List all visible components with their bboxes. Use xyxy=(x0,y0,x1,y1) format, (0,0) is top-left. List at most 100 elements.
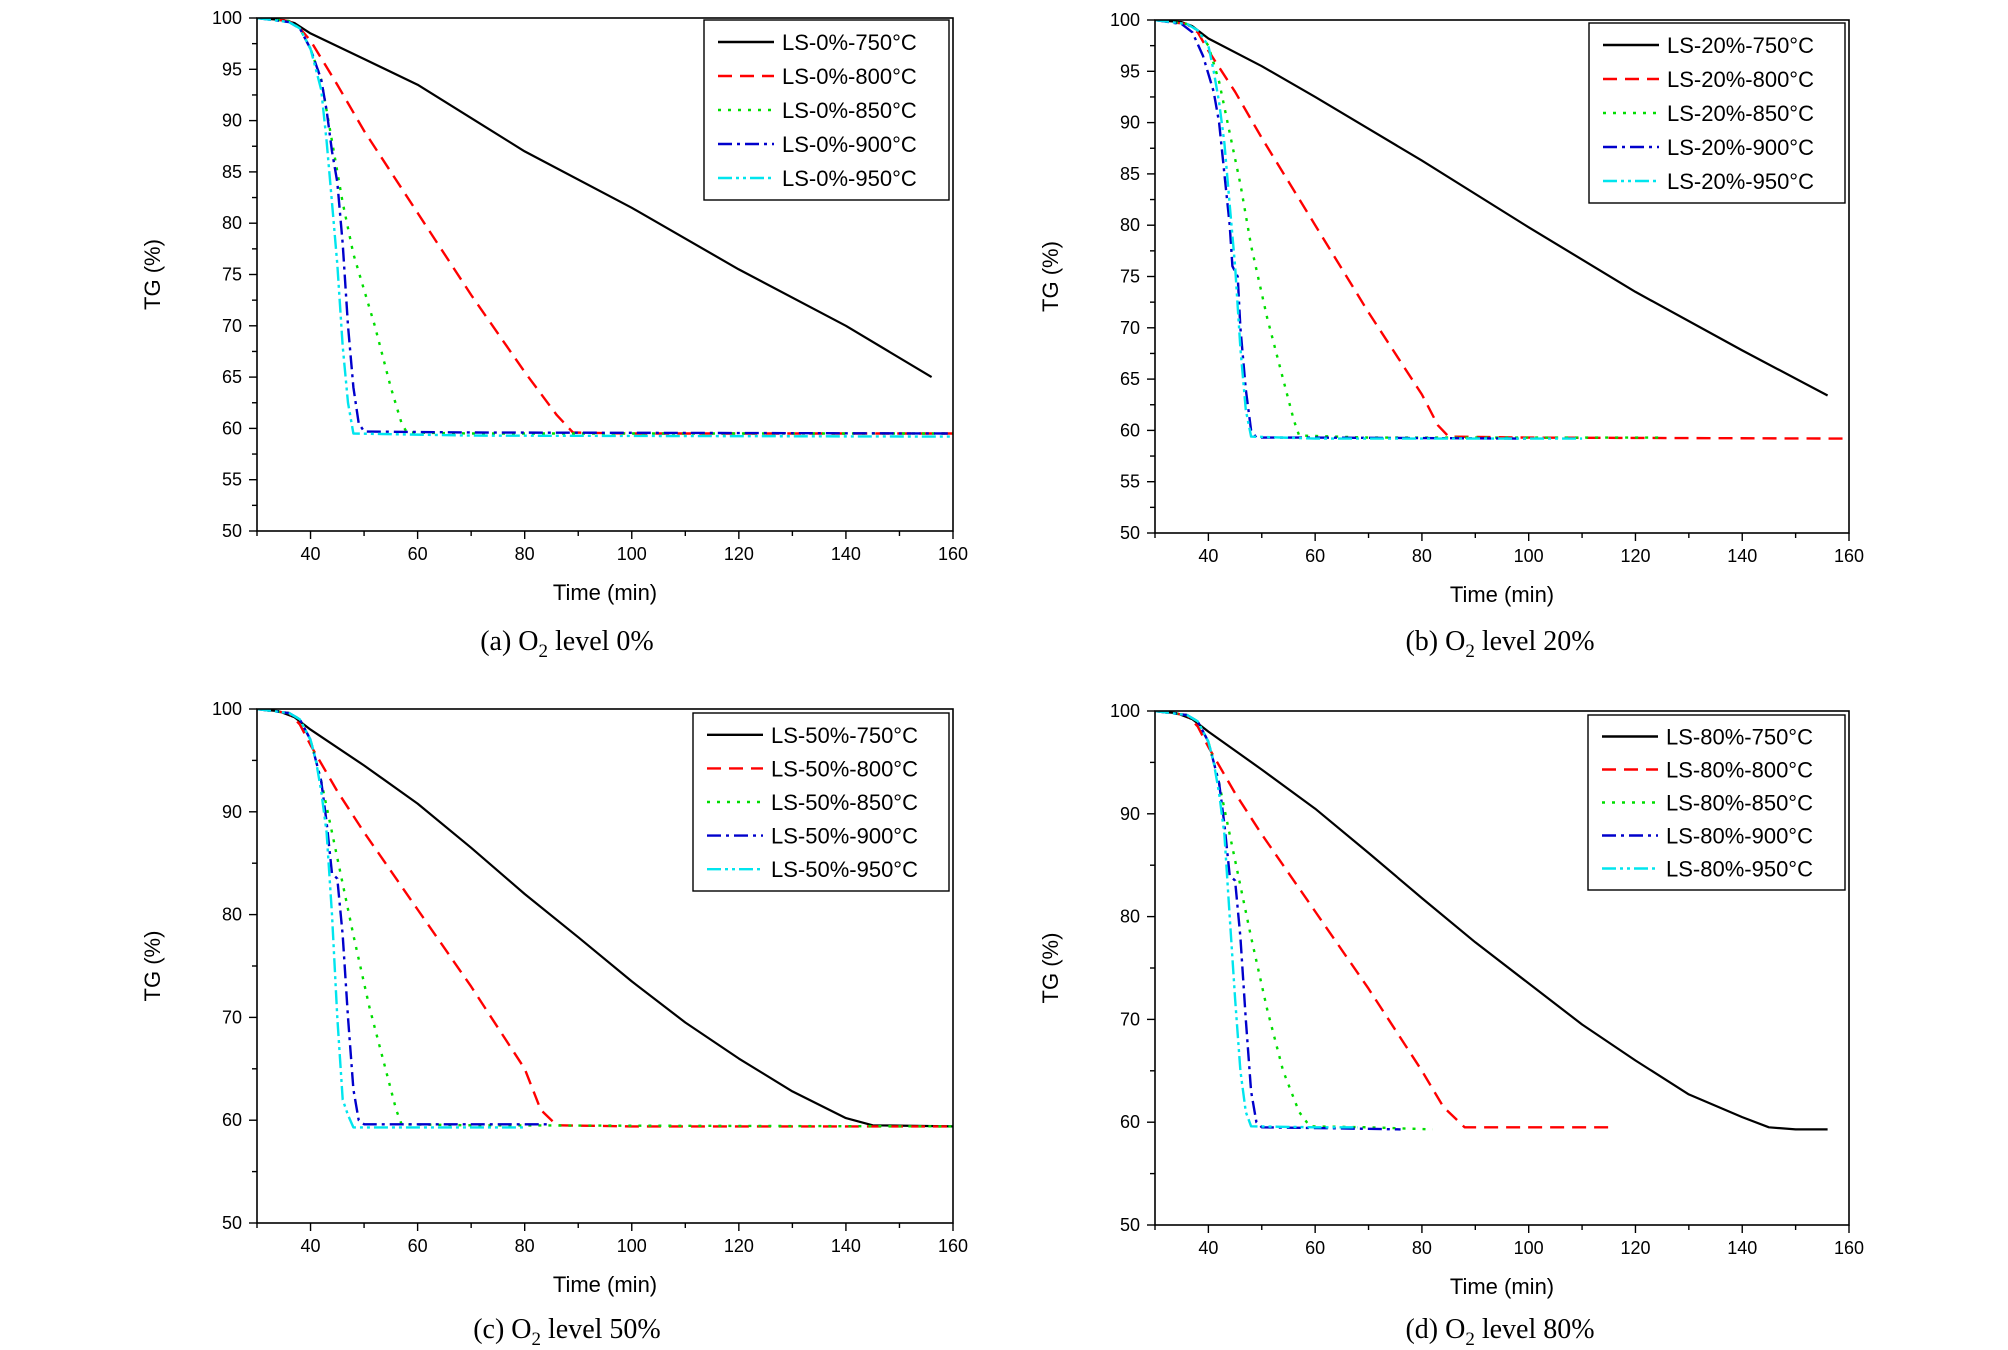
y-tick-label: 100 xyxy=(212,8,242,28)
x-axis-title: Time (min) xyxy=(553,1272,657,1297)
x-tick-label: 60 xyxy=(408,1236,428,1256)
y-tick-label: 100 xyxy=(1110,701,1140,721)
y-tick-label: 60 xyxy=(1120,420,1140,440)
y-axis-title: TG (%) xyxy=(1038,241,1063,312)
legend: LS-80%-750°C LS-80%-800°C LS-80%-850°C LS-8… xyxy=(1587,714,1846,891)
y-tick-label: 50 xyxy=(222,521,242,541)
chart-caption: (b) O2 level 20% xyxy=(1405,626,1594,662)
y-axis: 50 55 60 65 70 75 80 85 90 95 100 TG (%) xyxy=(140,8,257,541)
chart-panel-3: 40 60 80 100 120 140 160 Time (min) 50 60 70 80 90 10… xyxy=(140,699,968,1350)
x-tick-label: 40 xyxy=(1198,546,1218,566)
legend-label: LS-0%-900°C xyxy=(782,132,917,157)
y-tick-label: 85 xyxy=(1120,164,1140,184)
series-line-5 xyxy=(257,18,953,438)
y-axis-title: TG (%) xyxy=(1038,933,1063,1004)
x-tick-label: 80 xyxy=(515,1236,535,1256)
chart-panel-2: 40 60 80 100 120 140 160 Time (min) 50 55 60 65 70 75… xyxy=(1038,10,1864,662)
x-tick-label: 160 xyxy=(1834,546,1864,566)
y-tick-label: 80 xyxy=(222,213,242,233)
x-tick-label: 60 xyxy=(1305,546,1325,566)
plot-area xyxy=(257,18,953,438)
y-tick-label: 65 xyxy=(1120,369,1140,389)
y-tick-label: 80 xyxy=(1120,907,1140,927)
x-axis-title: Time (min) xyxy=(1450,1274,1554,1299)
chart-panel-1: 40 60 80 100 120 140 160 Time (min) 50 55 60 65 70 75… xyxy=(140,8,968,662)
chart-caption: (a) O2 level 0% xyxy=(480,626,654,662)
plot-area xyxy=(1155,711,1828,1131)
x-tick-label: 120 xyxy=(724,1236,754,1256)
y-axis: 50 55 60 65 70 75 80 85 90 95 100 TG (%) xyxy=(1038,10,1155,543)
legend-label: LS-50%-950°C xyxy=(771,857,918,882)
x-tick-label: 140 xyxy=(1727,1238,1757,1258)
y-tick-label: 50 xyxy=(222,1213,242,1233)
y-axis: 50 60 70 80 90 100 TG (%) xyxy=(140,699,257,1233)
x-tick-label: 120 xyxy=(724,544,754,564)
y-tick-label: 95 xyxy=(1120,61,1140,81)
x-tick-label: 140 xyxy=(831,1236,861,1256)
legend-label: LS-50%-850°C xyxy=(771,790,918,815)
caption-subscript: 2 xyxy=(532,1329,542,1350)
series-line-2 xyxy=(257,709,953,1128)
series-line-3 xyxy=(1155,20,1663,439)
y-tick-label: 100 xyxy=(212,699,242,719)
y-tick-label: 60 xyxy=(222,1110,242,1130)
x-tick-label: 140 xyxy=(1727,546,1757,566)
legend-box xyxy=(692,712,950,892)
plot-area xyxy=(257,709,953,1129)
y-axis-title: TG (%) xyxy=(140,239,165,310)
x-tick-label: 160 xyxy=(1834,1238,1864,1258)
y-axis-title: TG (%) xyxy=(140,931,165,1002)
y-tick-label: 70 xyxy=(1120,318,1140,338)
x-tick-label: 140 xyxy=(831,544,861,564)
chart-panel-4: 40 60 80 100 120 140 160 Time (min) 50 60 70 80 90 10… xyxy=(1038,701,1864,1350)
series-line-3 xyxy=(1155,711,1433,1131)
x-tick-label: 40 xyxy=(301,544,321,564)
y-tick-label: 75 xyxy=(1120,267,1140,287)
legend-label: LS-20%-850°C xyxy=(1667,101,1814,126)
x-tick-label: 100 xyxy=(617,1236,647,1256)
legend: LS-20%-750°C LS-20%-800°C LS-20%-850°C LS-2… xyxy=(1588,22,1846,204)
legend-label: LS-80%-950°C xyxy=(1666,857,1813,882)
series-line-5 xyxy=(257,709,525,1129)
chart-caption: (d) O2 level 80% xyxy=(1405,1314,1594,1350)
y-tick-label: 60 xyxy=(222,418,242,438)
y-tick-label: 80 xyxy=(222,905,242,925)
legend-label: LS-0%-950°C xyxy=(782,166,917,191)
series-line-1 xyxy=(1155,711,1828,1131)
y-tick-label: 70 xyxy=(1120,1009,1140,1029)
series-line-3 xyxy=(257,18,953,435)
x-axis: 40 60 80 100 120 140 160 Time (min) xyxy=(1154,533,1864,607)
x-tick-label: 100 xyxy=(617,544,647,564)
caption-subscript: 2 xyxy=(1465,1329,1475,1350)
x-axis: 40 60 80 100 120 140 160 Time (min) xyxy=(1154,1225,1864,1299)
y-tick-label: 70 xyxy=(222,1007,242,1027)
caption-prefix: (a) O xyxy=(480,626,538,657)
y-tick-label: 55 xyxy=(1120,472,1140,492)
x-tick-label: 100 xyxy=(1514,1238,1544,1258)
legend-label: LS-20%-750°C xyxy=(1667,33,1814,58)
legend-label: LS-80%-900°C xyxy=(1666,824,1813,849)
x-tick-label: 40 xyxy=(1198,1238,1218,1258)
y-tick-label: 70 xyxy=(222,316,242,336)
legend-box xyxy=(1588,22,1846,204)
caption-suffix: level 20% xyxy=(1475,626,1595,657)
x-tick-label: 80 xyxy=(1412,546,1432,566)
legend-label: LS-0%-850°C xyxy=(782,98,917,123)
chart-caption: (c) O2 level 50% xyxy=(473,1314,661,1350)
legend-label: LS-0%-800°C xyxy=(782,64,917,89)
x-tick-label: 60 xyxy=(408,544,428,564)
x-axis-title: Time (min) xyxy=(1450,582,1554,607)
legend-label: LS-50%-750°C xyxy=(771,723,918,748)
y-tick-label: 60 xyxy=(1120,1112,1140,1132)
caption-prefix: (b) O xyxy=(1405,626,1465,657)
y-tick-label: 90 xyxy=(222,802,242,822)
legend-label: LS-20%-950°C xyxy=(1667,169,1814,194)
series-line-5 xyxy=(1155,20,1583,440)
x-tick-label: 120 xyxy=(1620,1238,1650,1258)
series-line-3 xyxy=(257,709,953,1128)
x-tick-label: 160 xyxy=(938,544,968,564)
x-tick-label: 60 xyxy=(1305,1238,1325,1258)
caption-prefix: (d) O xyxy=(1405,1314,1465,1345)
x-axis: 40 60 80 100 120 140 160 Time (min) xyxy=(256,531,968,605)
y-tick-label: 95 xyxy=(222,59,242,79)
